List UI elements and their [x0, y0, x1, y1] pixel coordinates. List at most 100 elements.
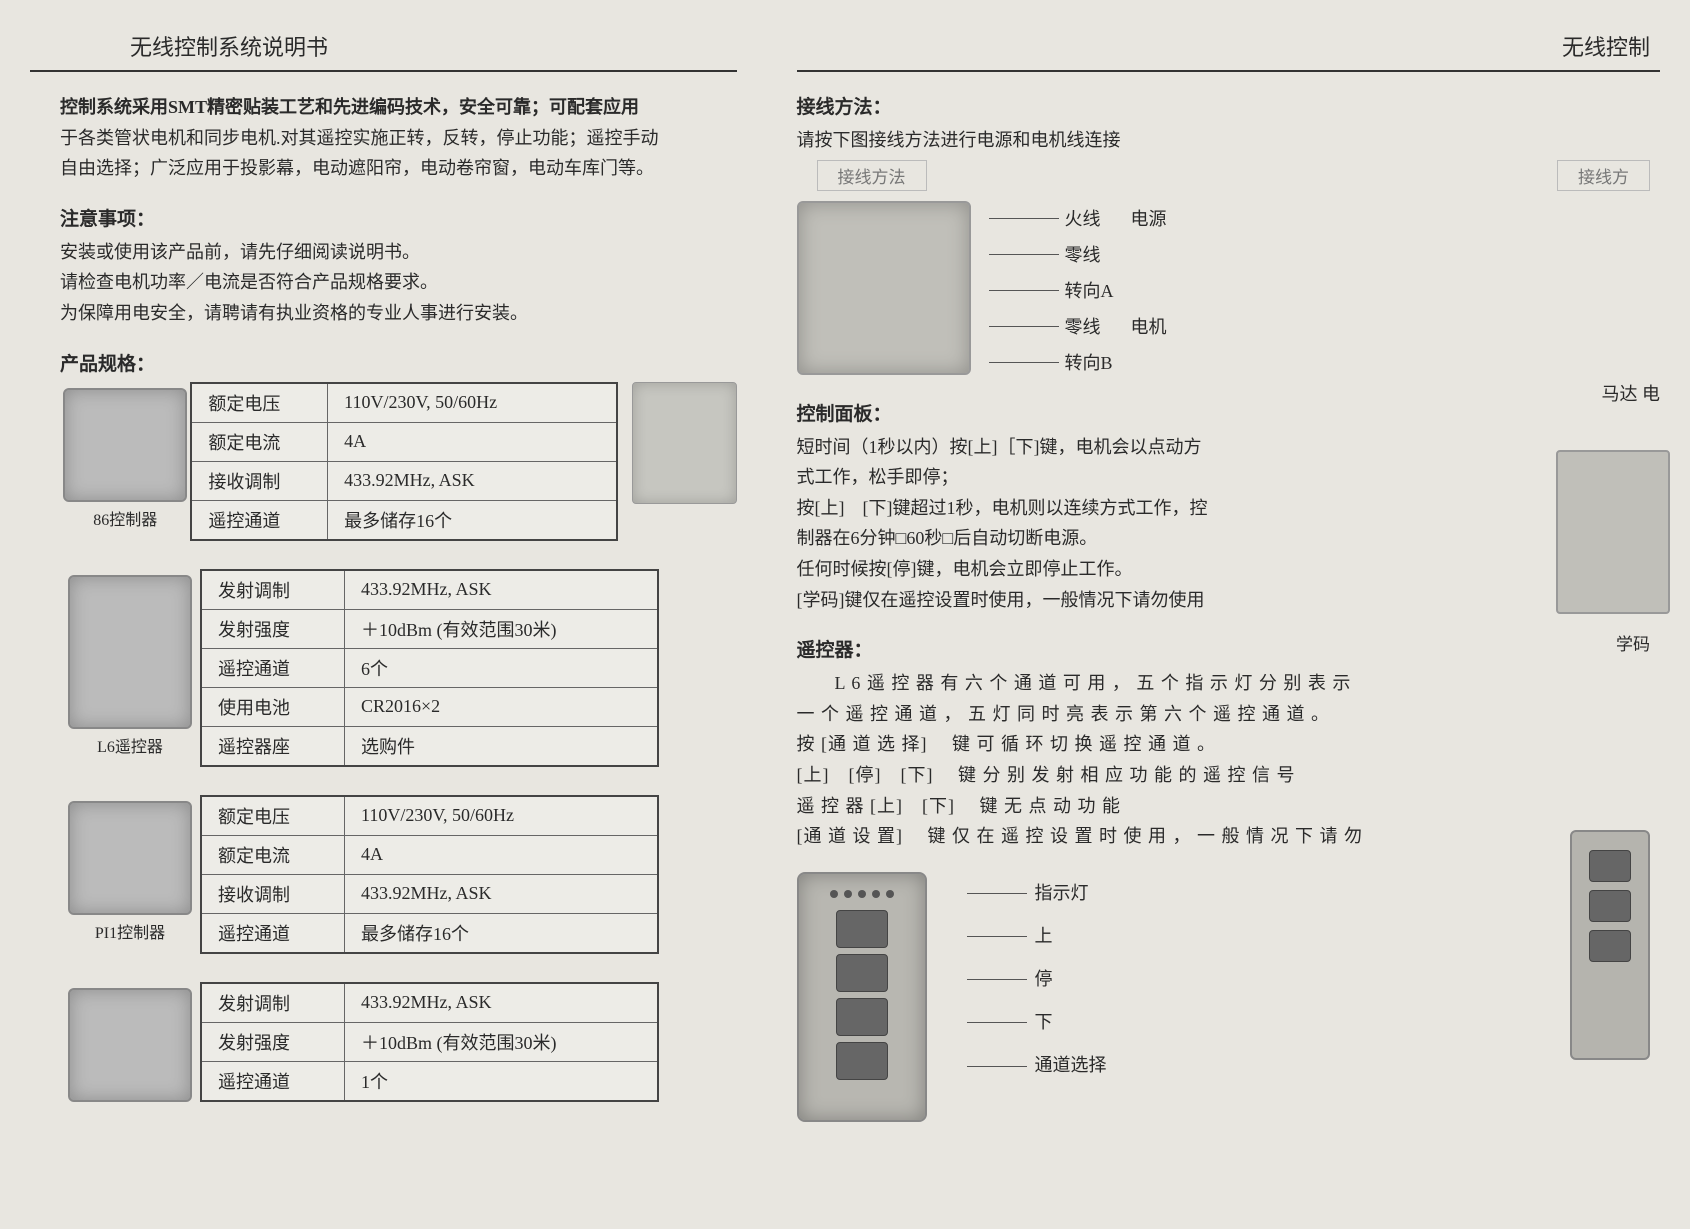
spec-value: 最多储存16个 — [345, 913, 659, 953]
spec-key: 额定电流 — [191, 422, 327, 461]
spec-table: 发射调制433.92MHz, ASK发射强度＋10dBm (有效范围30米)遥控… — [200, 982, 659, 1102]
spec-block: PI1控制器额定电压110V/230V, 50/60Hz额定电流4A接收调制43… — [60, 795, 737, 954]
spec-key: 发射调制 — [201, 570, 345, 610]
wire-label-row: 零线电机 — [989, 309, 1167, 345]
notice-line: 请检查电机功率／电流是否符合产品规格要求。 — [60, 272, 438, 292]
device-image — [68, 801, 192, 915]
remote-stop-button — [836, 954, 888, 992]
spec-value: 433.92MHz, ASK — [345, 874, 659, 913]
spec-value: 1个 — [345, 1061, 659, 1101]
device-image — [63, 388, 187, 502]
spec-key: 遥控通道 — [201, 913, 345, 953]
spec-key: 接收调制 — [201, 874, 345, 913]
spec-table: 发射调制433.92MHz, ASK发射强度＋10dBm (有效范围30米) 遥控… — [200, 569, 659, 767]
remote-up-button — [836, 910, 888, 948]
wire-group-label: 电机 — [1131, 309, 1167, 345]
remote-channel-button — [836, 1042, 888, 1080]
spec-heading: 产品规格： — [60, 349, 737, 376]
remote-callout: 通道选择 — [967, 1044, 1107, 1087]
intro-line: 于各类管状电机和同步电机.对其遥控实施正转，反转，停止功能；遥控手动 — [60, 128, 659, 148]
remote-callout-label: 上 — [1035, 915, 1053, 958]
motor-edge-label: 马达 电 — [1602, 380, 1661, 406]
wire-label: 火线 — [1065, 201, 1101, 237]
panel-body: 短时间（1秒以内）按[上]［下]键，电机会以点动方 式工作，松手即停； 按[上]… — [797, 432, 1661, 616]
panel-line: 式工作，松手即停； — [797, 467, 959, 487]
spec-value: ＋10dBm (有效范围30米) — [345, 609, 659, 648]
wire-label-row: 火线电源 — [989, 201, 1167, 237]
remote-callout-label: 指示灯 — [1035, 872, 1089, 915]
notice-body: 安装或使用该产品前，请先仔细阅读说明书。 请检查电机功率／电流是否符合产品规格要… — [60, 237, 737, 329]
remote-callout: 停 — [967, 958, 1107, 1001]
wire-label: 转向A — [1065, 273, 1114, 309]
divider — [797, 70, 1661, 72]
panel-heading: 控制面板： — [797, 399, 1661, 426]
wire-label: 转向B — [1065, 345, 1113, 381]
remote-callout-label: 下 — [1035, 1001, 1053, 1044]
spec-key: 发射调制 — [201, 983, 345, 1023]
spec-value: 110V/230V, 50/60Hz — [328, 383, 617, 423]
remote-callout: 下 — [967, 1001, 1107, 1044]
spec-key: 遥控器座 — [201, 726, 345, 766]
intro-bold: 控制系统采用SMT精密贴装工艺和先进编码技术，安全可靠；可配套应用 — [60, 97, 639, 117]
aux-device-image — [632, 382, 736, 504]
spec-value: 6个 — [345, 648, 659, 687]
spec-key: 发射强度 — [201, 609, 345, 648]
device-image — [68, 575, 192, 729]
wiring-method-box: 接线方法 — [817, 160, 927, 191]
divider — [30, 70, 737, 72]
spec-key: 额定电压 — [201, 796, 345, 836]
spec-value: 433.92MHz, ASK — [345, 570, 659, 610]
notice-line: 安装或使用该产品前，请先仔细阅读说明书。 — [60, 242, 420, 262]
spec-value: CR2016×2 — [345, 687, 659, 726]
panel-image — [1556, 450, 1670, 614]
spec-key: 额定电压 — [191, 383, 327, 423]
page-title-right: 无线控制 — [797, 30, 1651, 62]
spec-block: 86控制器 额定电压110V/230V, 50/60Hz额定电流4A接收调制433… — [60, 382, 737, 541]
spec-block: 发射调制433.92MHz, ASK发射强度＋10dBm (有效范围30米)遥控… — [60, 982, 737, 1106]
spec-key: 遥控通道 — [201, 1061, 345, 1101]
wiring-diagram: 火线电源零线转向A零线电机转向B — [797, 201, 1661, 381]
spec-value: 433.92MHz, ASK — [328, 461, 617, 500]
device-caption: PI1控制器 — [60, 919, 200, 943]
intro-paragraph: 控制系统采用SMT精密贴装工艺和先进编码技术，安全可靠；可配套应用 于各类管状电… — [60, 92, 737, 184]
device-image — [68, 988, 192, 1102]
wiring-heading: 接线方法： — [797, 92, 1661, 119]
notice-line: 为保障用电安全，请聘请有执业资格的专业人事进行安装。 — [60, 303, 528, 323]
spec-block: L6遥控器发射调制433.92MHz, ASK发射强度＋10dBm (有效范围3… — [60, 569, 737, 767]
wiring-method-box-right: 接线方 — [1557, 160, 1650, 191]
notice-heading: 注意事项： — [60, 204, 737, 231]
wire-label-row: 转向A — [989, 273, 1167, 309]
remote-callout: 指示灯 — [967, 872, 1107, 915]
wiring-sub: 请按下图接线方法进行电源和电机线连接 — [797, 125, 1661, 156]
spec-value: ＋10dBm (有效范围30米) — [345, 1022, 659, 1061]
remote-line: [通 道 设 置] 键 仅 在 遥 控 设 置 时 使 用 ， 一 般 情 况 … — [797, 826, 1364, 846]
remote-line: 一 个 遥 控 通 道 ， 五 灯 同 时 亮 表 示 第 六 个 遥 控 通 … — [797, 704, 1331, 724]
remote-line: L 6 遥 控 器 有 六 个 通 道 可 用 ， 五 个 指 示 灯 分 别 … — [797, 673, 1352, 693]
spec-key: 遥控通道 — [191, 500, 327, 540]
page-title-left: 无线控制系统说明书 — [130, 30, 737, 62]
intro-line: 自由选择；广泛应用于投影幕，电动遮阳帘，电动卷帘窗，电动车库门等。 — [60, 158, 654, 178]
device-caption: L6遥控器 — [60, 733, 200, 757]
remote-line: 按 [通 道 选 择] 键 可 循 环 切 换 遥 控 通 道 。 — [797, 734, 1217, 754]
spec-key: 使用电池 — [201, 687, 345, 726]
remote-body: L 6 遥 控 器 有 六 个 通 道 可 用 ， 五 个 指 示 灯 分 别 … — [797, 668, 1661, 852]
remote-callout-label: 通道选择 — [1035, 1044, 1107, 1087]
device-caption: 86控制器 — [60, 506, 190, 530]
panel-line: [学码]键仅在遥控设置时使用，一般情况下请勿使用 — [797, 590, 1205, 610]
wire-label: 零线 — [1065, 237, 1101, 273]
spec-key: 接收调制 — [191, 461, 327, 500]
spec-value: 最多储存16个 — [328, 500, 617, 540]
spec-key: 额定电流 — [201, 835, 345, 874]
spec-value: 110V/230V, 50/60Hz — [345, 796, 659, 836]
wire-label-row: 转向B — [989, 345, 1167, 381]
remote-down-button — [836, 998, 888, 1036]
panel-line: 短时间（1秒以内）按[上]［下]键，电机会以点动方 — [797, 437, 1202, 457]
remote-secondary-image — [1570, 830, 1650, 1060]
remote-heading: 遥控器： — [797, 635, 1661, 662]
spec-value: 433.92MHz, ASK — [345, 983, 659, 1023]
remote-diagram: 指示灯上停下通道选择 — [797, 872, 1661, 1122]
remote-line: [上] [停] [下] 键 分 别 发 射 相 应 功 能 的 遥 控 信 号 — [797, 765, 1296, 785]
remote-l6-image — [797, 872, 927, 1122]
spec-value: 4A — [328, 422, 617, 461]
panel-line: 按[上] [下]键超过1秒，电机则以连续方式工作，控 — [797, 498, 1208, 518]
